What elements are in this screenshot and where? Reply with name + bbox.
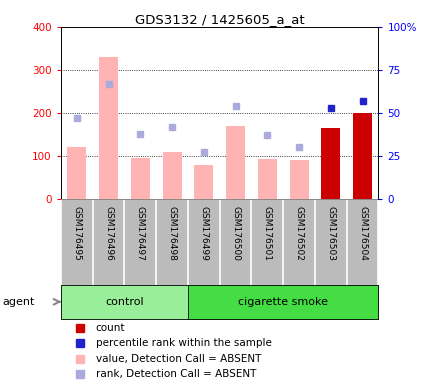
Bar	[162, 152, 181, 199]
Bar	[67, 147, 86, 199]
Text: value, Detection Call = ABSENT: value, Detection Call = ABSENT	[95, 354, 260, 364]
Text: agent: agent	[2, 297, 34, 307]
Text: count: count	[95, 323, 125, 333]
Bar	[99, 57, 118, 199]
Text: GSM176496: GSM176496	[104, 206, 113, 261]
Text: GSM176504: GSM176504	[357, 206, 366, 261]
Text: GSM176502: GSM176502	[294, 206, 303, 261]
Bar	[194, 164, 213, 199]
Bar	[289, 160, 308, 199]
Text: percentile rank within the sample: percentile rank within the sample	[95, 338, 271, 348]
Bar	[352, 113, 371, 199]
Bar	[61, 285, 187, 319]
Bar	[131, 158, 149, 199]
Text: GSM176499: GSM176499	[199, 206, 208, 261]
Text: cigarette smoke: cigarette smoke	[238, 297, 327, 307]
Text: GSM176495: GSM176495	[72, 206, 81, 261]
Bar	[257, 159, 276, 199]
Bar	[321, 128, 339, 199]
Text: GSM176501: GSM176501	[262, 206, 271, 261]
Text: GSM176503: GSM176503	[326, 206, 335, 261]
Text: GSM176500: GSM176500	[230, 206, 240, 261]
Title: GDS3132 / 1425605_a_at: GDS3132 / 1425605_a_at	[135, 13, 304, 26]
Text: rank, Detection Call = ABSENT: rank, Detection Call = ABSENT	[95, 369, 256, 379]
Bar	[187, 285, 378, 319]
Text: control: control	[105, 297, 143, 307]
Text: GSM176497: GSM176497	[135, 206, 145, 261]
Text: GSM176498: GSM176498	[167, 206, 176, 261]
Bar	[226, 126, 244, 199]
